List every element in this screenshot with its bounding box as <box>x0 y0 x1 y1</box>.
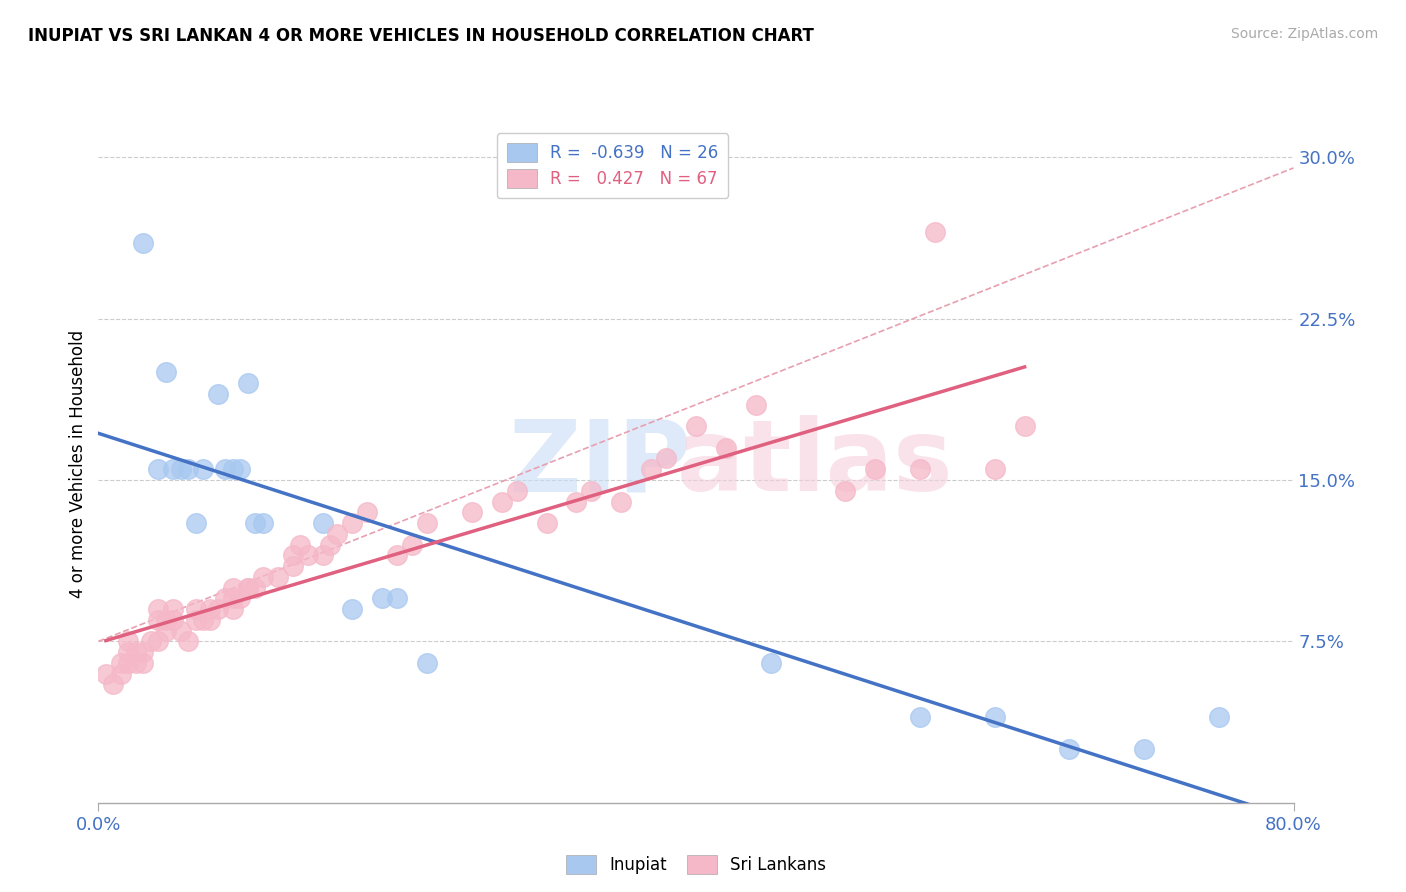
Point <box>342 602 364 616</box>
Point <box>581 483 603 498</box>
Point <box>356 505 378 519</box>
Legend: Inupiat, Sri Lankans: Inupiat, Sri Lankans <box>558 847 834 882</box>
Point <box>139 634 162 648</box>
Text: INUPIAT VS SRI LANKAN 4 OR MORE VEHICLES IN HOUSEHOLD CORRELATION CHART: INUPIAT VS SRI LANKAN 4 OR MORE VEHICLES… <box>28 27 814 45</box>
Point <box>401 537 423 551</box>
Point <box>326 526 349 541</box>
Point <box>222 581 245 595</box>
Point <box>536 516 558 530</box>
Point <box>117 645 139 659</box>
Point <box>1133 742 1156 756</box>
Point <box>834 483 856 498</box>
Point <box>148 602 170 616</box>
Point <box>924 226 946 240</box>
Point <box>117 656 139 670</box>
Point <box>281 559 304 574</box>
Point <box>162 462 184 476</box>
Point <box>610 494 633 508</box>
Point <box>222 591 245 606</box>
Point <box>222 602 245 616</box>
Point <box>342 516 364 530</box>
Point <box>155 613 177 627</box>
Point <box>162 602 184 616</box>
Point <box>506 483 529 498</box>
Text: ZIP: ZIP <box>509 416 692 512</box>
Point <box>236 581 259 595</box>
Point <box>132 645 155 659</box>
Point <box>685 419 707 434</box>
Point <box>191 613 214 627</box>
Point <box>155 624 177 638</box>
Point <box>745 398 768 412</box>
Point <box>983 462 1005 476</box>
Point <box>640 462 662 476</box>
Point <box>148 613 170 627</box>
Point <box>245 581 267 595</box>
Point <box>229 591 252 606</box>
Point <box>103 677 125 691</box>
Point <box>110 656 132 670</box>
Point <box>385 591 409 606</box>
Point <box>1208 709 1230 723</box>
Point <box>236 376 259 391</box>
Point <box>207 387 229 401</box>
Point <box>200 613 222 627</box>
Point <box>125 656 148 670</box>
Point <box>200 602 222 616</box>
Point <box>214 591 236 606</box>
Point <box>252 516 274 530</box>
Point <box>214 462 236 476</box>
Point <box>207 602 229 616</box>
Point <box>148 462 170 476</box>
Point <box>655 451 678 466</box>
Point <box>714 441 737 455</box>
Point <box>222 462 245 476</box>
Point <box>1059 742 1081 756</box>
Point <box>565 494 588 508</box>
Point <box>125 645 148 659</box>
Point <box>908 709 931 723</box>
Point <box>162 613 184 627</box>
Point <box>491 494 513 508</box>
Point <box>416 656 439 670</box>
Point <box>311 516 333 530</box>
Text: atlas: atlas <box>678 416 953 512</box>
Point <box>288 537 311 551</box>
Point <box>132 236 155 251</box>
Point <box>416 516 439 530</box>
Point <box>385 549 409 563</box>
Point <box>311 549 333 563</box>
Point <box>267 570 290 584</box>
Point <box>117 634 139 648</box>
Point <box>184 516 207 530</box>
Point <box>908 462 931 476</box>
Point <box>177 634 200 648</box>
Point <box>865 462 887 476</box>
Point <box>236 581 259 595</box>
Point <box>759 656 782 670</box>
Text: Source: ZipAtlas.com: Source: ZipAtlas.com <box>1230 27 1378 41</box>
Point <box>229 462 252 476</box>
Point <box>1014 419 1036 434</box>
Point <box>184 613 207 627</box>
Point <box>132 656 155 670</box>
Point <box>169 624 191 638</box>
Point <box>94 666 117 681</box>
Point <box>461 505 484 519</box>
Point <box>184 602 207 616</box>
Point <box>155 365 177 379</box>
Point <box>983 709 1005 723</box>
Point <box>169 462 191 476</box>
Point <box>177 462 200 476</box>
Point <box>297 549 319 563</box>
Point <box>148 634 170 648</box>
Point <box>191 462 214 476</box>
Y-axis label: 4 or more Vehicles in Household: 4 or more Vehicles in Household <box>69 330 87 598</box>
Point <box>281 549 304 563</box>
Point <box>245 516 267 530</box>
Point <box>371 591 394 606</box>
Point <box>319 537 342 551</box>
Point <box>252 570 274 584</box>
Point <box>110 666 132 681</box>
